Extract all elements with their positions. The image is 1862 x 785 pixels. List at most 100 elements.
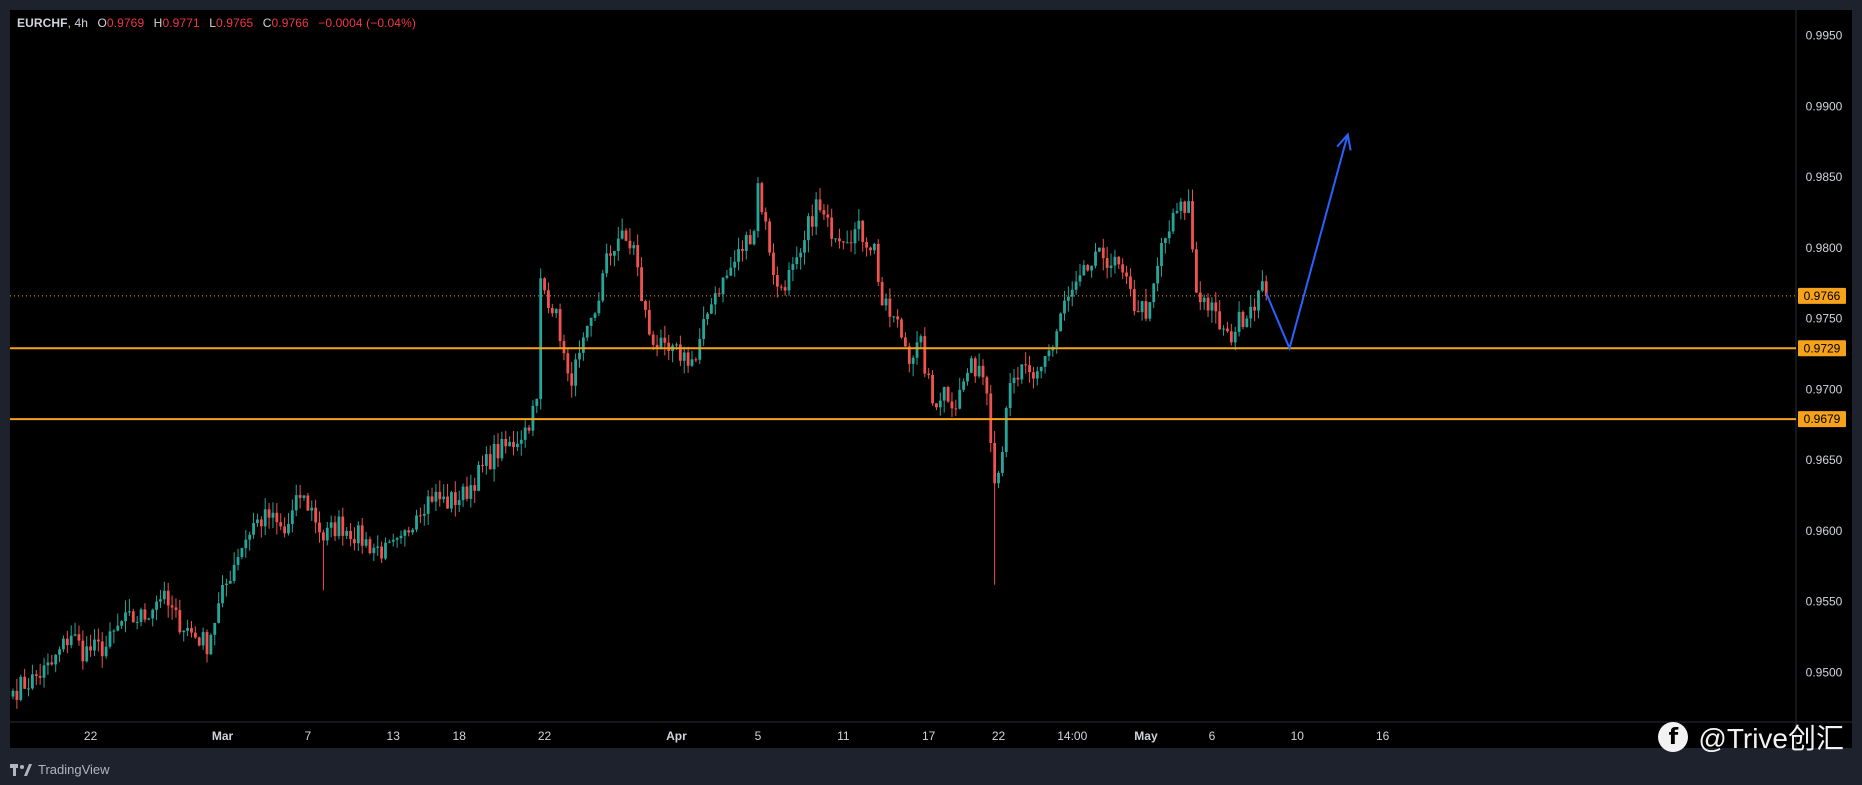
candle-body [275, 512, 279, 523]
candle-body [690, 359, 694, 366]
candle-body [1191, 201, 1194, 250]
candle-body [58, 649, 61, 655]
time-tick-label: 22 [538, 729, 552, 743]
candle-body [597, 300, 601, 314]
candle-body [1086, 265, 1090, 271]
candle-body [543, 278, 546, 291]
time-tick-label: 17 [922, 729, 936, 743]
candle-body [38, 675, 42, 678]
candle-body [1074, 281, 1078, 290]
candle-body [1163, 238, 1167, 244]
candle-body [310, 507, 314, 511]
candle-body [290, 510, 294, 525]
candle-body [1090, 265, 1094, 271]
price-axis-background[interactable] [1796, 10, 1852, 722]
projection-path [1265, 134, 1349, 352]
symbol-label[interactable]: EURCHF [17, 16, 68, 30]
candle-body [927, 373, 931, 375]
candle-body [1156, 265, 1159, 284]
candle-body [170, 605, 174, 608]
candle-body [422, 513, 426, 516]
candle-body [81, 640, 85, 662]
candle-body [969, 358, 973, 373]
candle-body [415, 515, 418, 530]
candle-body [640, 267, 643, 302]
candle-body [706, 313, 709, 320]
candle-body [360, 525, 364, 546]
candle-body [791, 264, 795, 270]
candle-body [77, 634, 81, 641]
candle-body [1206, 297, 1210, 311]
candle-body [372, 547, 376, 554]
candle-body [263, 509, 267, 527]
price-label-box [1798, 411, 1846, 428]
candle-body [1020, 364, 1024, 380]
candle-body [89, 646, 92, 651]
candle-body [496, 443, 500, 459]
candle-body [1171, 212, 1175, 232]
candle-body [834, 238, 837, 240]
candle-body [888, 298, 892, 317]
candle-body [717, 293, 721, 295]
candle-body [1253, 306, 1256, 311]
candle-body [1078, 275, 1082, 282]
candle-body [923, 336, 927, 374]
candle-body [896, 316, 900, 320]
candle-body [838, 238, 841, 242]
candle-body [124, 612, 127, 622]
candle-body [570, 373, 574, 386]
candle-body [128, 611, 131, 613]
candle-body [760, 183, 764, 213]
candle-body [857, 220, 861, 230]
candle-body [116, 625, 120, 631]
projection-arrowhead [1336, 132, 1352, 151]
price-label-text: 0.9766 [1804, 289, 1841, 303]
candle-body [11, 690, 15, 697]
candle-body [962, 381, 965, 390]
price-label-text: 0.9729 [1804, 341, 1841, 355]
candle-body [1070, 289, 1074, 297]
candle-body [1028, 365, 1031, 373]
candle-body [131, 611, 135, 623]
candle-body [450, 492, 453, 509]
price-label-text: 0.9679 [1804, 412, 1841, 426]
candle-body [826, 214, 830, 218]
candle-body [721, 277, 725, 295]
candle-body [190, 627, 193, 633]
candle-body [810, 216, 814, 227]
high-value: 0.9771 [162, 16, 200, 30]
time-axis-background[interactable] [10, 722, 1852, 748]
time-tick-label: 22 [992, 729, 1006, 743]
candle-body [574, 359, 577, 386]
tradingview-logo[interactable]: TradingView [10, 762, 110, 777]
candle-body [799, 252, 803, 258]
candle-body [508, 441, 512, 447]
candle-body [368, 539, 372, 554]
candle-body [162, 590, 166, 600]
timeframe-label[interactable]: 4h [74, 16, 89, 30]
candle-body [248, 534, 252, 540]
candle-body [193, 632, 197, 638]
candle-body [322, 532, 325, 541]
candle-body [935, 403, 938, 408]
candle-body [737, 249, 740, 262]
candle-body [139, 609, 143, 622]
candle-body [620, 230, 624, 239]
candle-body [585, 325, 589, 338]
candle-body [1198, 292, 1202, 303]
candle-body [946, 387, 950, 402]
candle-body [550, 307, 554, 314]
tradingview-logo-icon [10, 763, 32, 776]
candle-body [186, 627, 189, 631]
candle-body [159, 599, 162, 602]
high-label: H [153, 16, 163, 30]
candle-body [27, 688, 30, 690]
candle-body [318, 522, 321, 533]
candle-body [221, 584, 224, 604]
candle-body [69, 635, 73, 646]
time-tick-label: 5 [755, 729, 762, 743]
candle-body [954, 408, 958, 410]
candle-body [426, 496, 430, 514]
candle-body [884, 298, 888, 306]
